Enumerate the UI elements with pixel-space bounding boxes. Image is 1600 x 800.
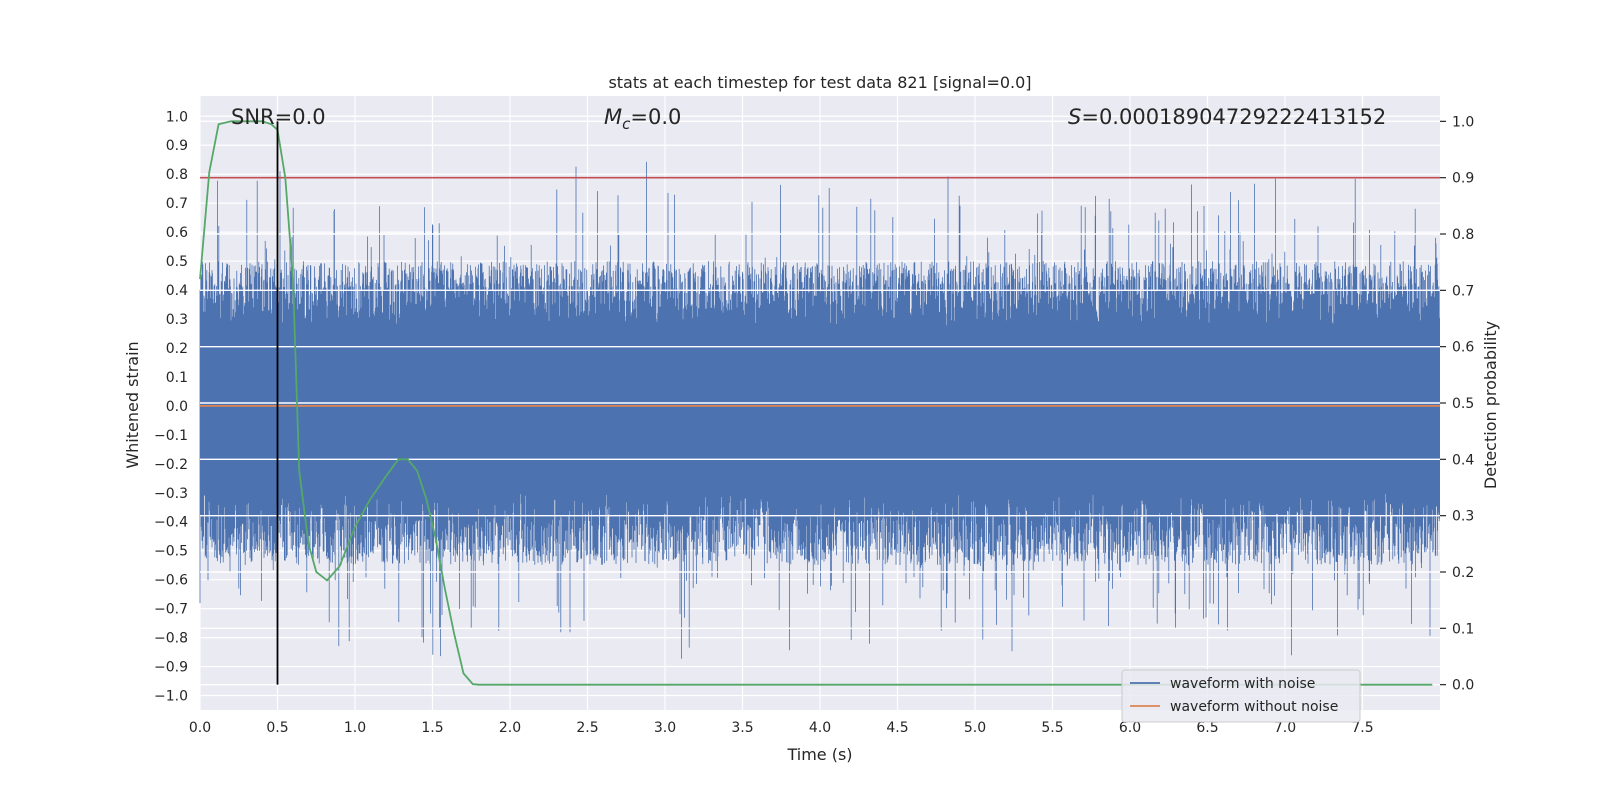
y-tick-label: −0.4 [154,515,188,531]
y-tick-label: −0.2 [154,457,188,473]
y2-tick-label: 0.7 [1452,283,1474,299]
y-tick-label: 0.0 [166,399,188,415]
y-tick-label: 0.8 [166,167,188,183]
y2-axis-label: Detection probability [1481,321,1500,489]
x-tick-label: 4.0 [809,720,831,736]
mc-subscript: c [622,115,631,133]
legend: waveform with noise waveform without noi… [1121,669,1361,723]
chart-title: stats at each timestep for test data 821… [608,73,1031,92]
s-value: =0.00018904729222413152 [1081,105,1386,129]
y2-tick-label: 0.4 [1452,452,1474,468]
x-tick-label: 0.5 [266,720,288,736]
x-tick-label: 0.0 [189,720,211,736]
x-tick-label: 2.5 [576,720,598,736]
series-waveform-with-noise [199,161,1440,659]
x-tick-label: 3.0 [654,720,676,736]
y-tick-label: −0.9 [154,660,188,676]
x-tick-label: 4.5 [886,720,908,736]
y-tick-label: −0.8 [154,631,188,647]
x-tick-label: 5.5 [1041,720,1063,736]
y2-tick-label: 0.0 [1452,678,1474,694]
mc-annotation: Mc=0.0 [604,105,681,133]
x-tick-label: 7.5 [1351,720,1373,736]
x-axis-label: Time (s) [786,745,852,764]
x-tick-label: 3.5 [731,720,753,736]
y-tick-label: −0.5 [154,544,188,560]
legend-label-clean: waveform without noise [1170,699,1338,715]
snr-annotation: SNR=0.0 [231,105,326,129]
y-tick-label: −1.0 [154,689,188,705]
legend-box [1121,669,1361,723]
x-tick-label: 7.0 [1274,720,1296,736]
y-tick-label: 0.6 [166,225,188,241]
y-tick-label: 0.9 [166,138,188,154]
y2-tick-label: 0.2 [1452,565,1474,581]
y2-tick-label: 0.5 [1452,396,1474,412]
y2-tick-label: 0.6 [1452,340,1474,356]
y-tick-label: −0.3 [154,486,188,502]
axis-ticks: 1.0 0.9 0.8 0.7 0.6 0.5 0.4 0.3 0.2 0.1 0.0 −0.1 −0.… [154,109,1474,736]
x-tick-label: 1.5 [421,720,443,736]
detection-probability-curve [199,120,1433,686]
y-axis-label: Whitened strain [123,341,142,468]
x-tick-label: 2.0 [499,720,521,736]
y-tick-label: −0.6 [154,573,188,589]
y2-tick-label: 0.1 [1452,621,1474,637]
s-annotation: S=0.00018904729222413152 [1068,105,1386,129]
y-tick-label: −0.1 [154,428,188,444]
mc-value: =0.0 [630,105,681,129]
y2-tick-label: 1.0 [1452,114,1474,130]
y2-tick-label: 0.8 [1452,227,1474,243]
x-tick-label: 1.0 [344,720,366,736]
y2-tick-label: 0.9 [1452,171,1474,187]
mc-symbol: M [604,105,622,129]
y-tick-label: 0.4 [166,283,188,299]
y-tick-label: 1.0 [166,109,188,125]
x-tick-label: 6.0 [1119,720,1141,736]
y-tick-label: 0.5 [166,254,188,270]
y-tick-label: 0.1 [166,370,188,386]
legend-label-noise: waveform with noise [1170,676,1315,692]
y-tick-label: 0.3 [166,312,188,328]
noise-dense-band [200,342,1440,487]
y-tick-label: 0.2 [166,341,188,357]
y-tick-label: −0.7 [154,602,188,618]
y2-tick-label: 0.3 [1452,509,1474,525]
x-tick-label: 5.0 [964,720,986,736]
y-tick-label: 0.7 [166,196,188,212]
x-tick-label: 6.5 [1196,720,1218,736]
s-symbol: S [1068,105,1081,129]
